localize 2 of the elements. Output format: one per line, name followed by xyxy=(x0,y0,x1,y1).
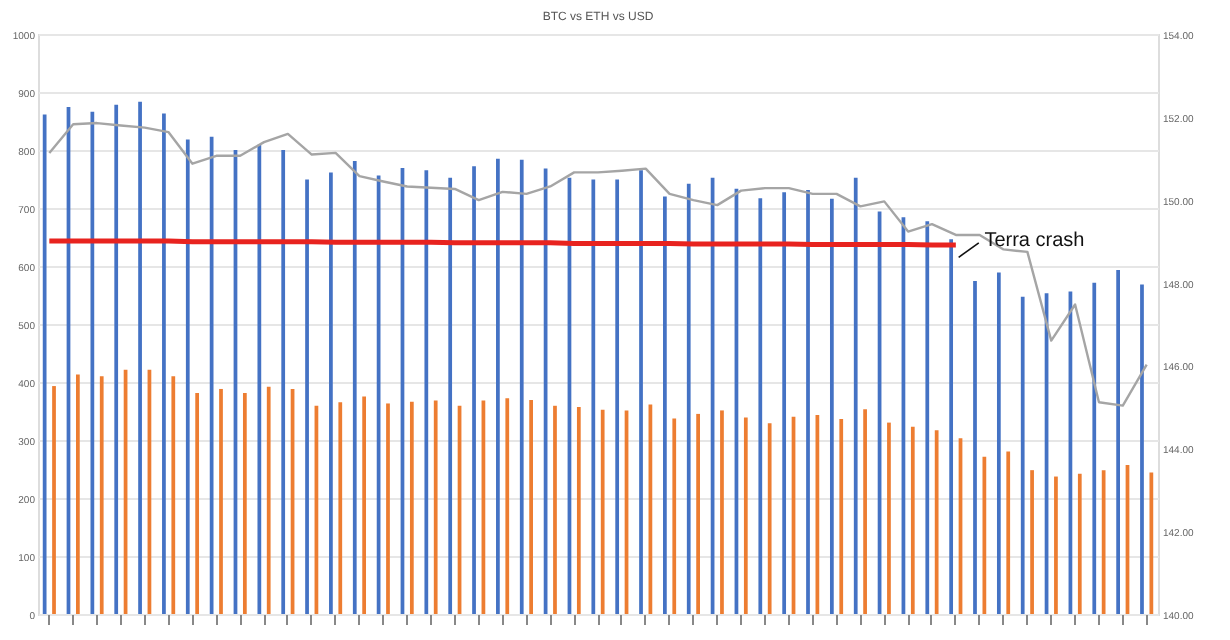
annotation: Terra crash xyxy=(984,229,1085,252)
line-series xyxy=(48,121,1148,407)
